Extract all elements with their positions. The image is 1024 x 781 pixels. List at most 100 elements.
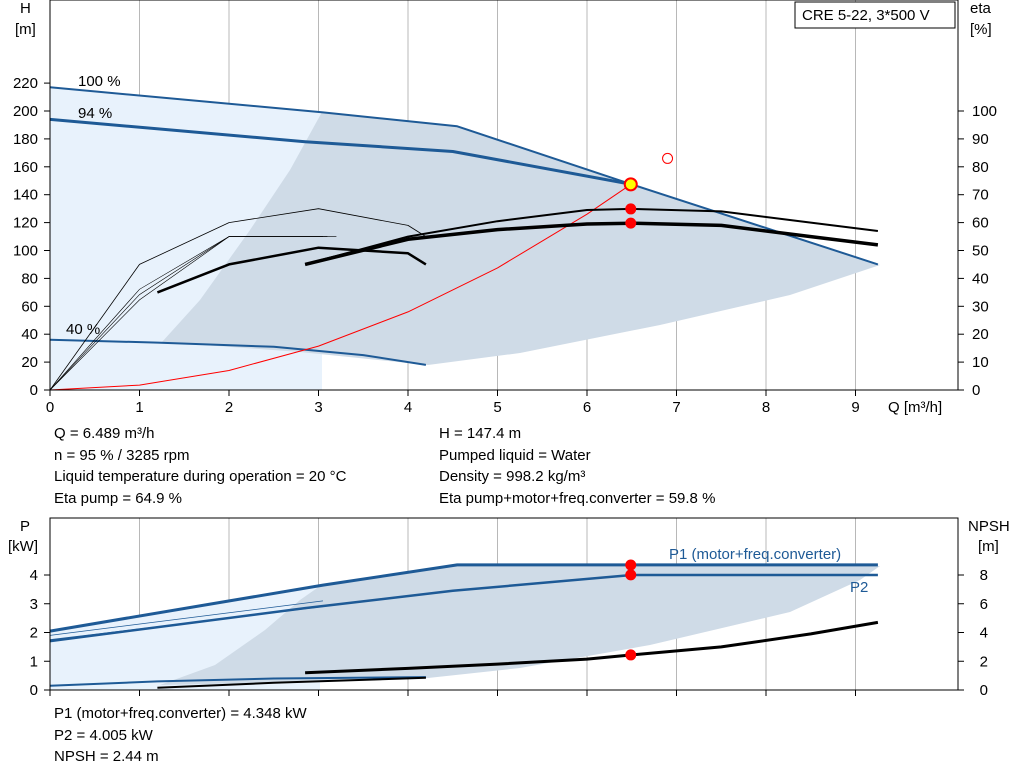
head-axis-ticks: 0 1 2 3 4 5 6 7 8 9020406080100120140160180200220…	[13, 75, 997, 416]
eta-duty-point-1	[625, 217, 637, 229]
power-axis-label: P	[20, 518, 30, 535]
head-duty-point	[623, 177, 638, 192]
power-partial-line-0	[49, 584, 324, 632]
power-range-shaded	[160, 566, 880, 685]
x-tick-label: 7	[672, 399, 680, 416]
speed-label-94: 94 %	[78, 105, 112, 122]
legend-p2: P2	[850, 579, 868, 596]
series-line-eta-pump-reduced	[156, 246, 427, 294]
power-axis-unit: [kW]	[8, 538, 38, 555]
eta-axis-unit: [%]	[970, 21, 992, 38]
y2-tick-label: 100	[972, 103, 997, 120]
x-tick-label: 1	[135, 399, 143, 416]
info-p1: P1 (motor+freq.converter) = 4.348 kW	[54, 705, 307, 722]
power-partial-line-1	[49, 600, 324, 636]
x-tick-label: 0	[46, 399, 54, 416]
y2-tick-label: 30	[972, 298, 989, 315]
y2-tick-label: 2	[980, 653, 988, 670]
x-tick-label: 6	[583, 399, 591, 416]
y2-tick-label: 40	[972, 270, 989, 287]
y-tick-label: 0	[30, 382, 38, 399]
y2-tick-label: 50	[972, 243, 989, 260]
y-tick-label: 0	[30, 682, 38, 699]
x-tick-label: 4	[404, 399, 412, 416]
info-head: H = 147.4 m	[439, 425, 522, 442]
head-plot-frame	[49, 0, 959, 391]
head-chart: 0 1 2 3 4 5 6 7 8 9020406080100120140160180200220…	[13, 0, 997, 416]
head-series	[49, 86, 879, 391]
y-tick-label: 180	[13, 131, 38, 148]
power-series	[49, 559, 879, 689]
speed-label-40: 40 %	[66, 321, 100, 338]
info-left: Q = 6.489 m³/h n = 95 % / 3285 rpm Liqui…	[54, 423, 346, 509]
y2-tick-label: 0	[980, 682, 988, 699]
info-right: H = 147.4 m Pumped liquid = Water Densit…	[439, 423, 715, 509]
model-label: CRE 5-22, 3*500 V	[802, 7, 930, 24]
open-marker	[662, 152, 674, 164]
y-tick-label: 220	[13, 75, 38, 92]
series-line-system-curve	[49, 183, 632, 391]
y-tick-label: 20	[21, 354, 38, 371]
info-power: P1 (motor+freq.converter) = 4.348 kW P2 …	[54, 703, 307, 768]
y-tick-label: 120	[13, 215, 38, 232]
npsh-axis-unit: [m]	[978, 538, 999, 555]
info-eta-total: Eta pump+motor+freq.converter = 59.8 %	[439, 489, 716, 507]
series-line-eta-total	[304, 221, 879, 267]
head-axis-unit: [m]	[15, 21, 36, 38]
y-tick-label: 200	[13, 103, 38, 120]
y2-tick-label: 80	[972, 159, 989, 176]
series-line-eta-pump	[304, 207, 879, 266]
y2-tick-label: 70	[972, 187, 989, 204]
x-tick-label: 8	[762, 399, 770, 416]
flow-axis-label: Q [m³/h]	[888, 399, 942, 416]
series-line-power-reduced	[49, 676, 426, 687]
info-eta-pump: Eta pump = 64.9 %	[54, 489, 182, 507]
power-duty-point-2	[625, 649, 637, 661]
y-tick-label: 100	[13, 243, 38, 260]
y2-tick-label: 8	[980, 567, 988, 584]
y2-tick-label: 10	[972, 354, 989, 371]
legend-p1: P1 (motor+freq.converter)	[669, 546, 841, 563]
x-tick-label: 3	[314, 399, 322, 416]
eta-axis-label: eta	[970, 0, 992, 17]
info-flow: Q = 6.489 m³/h	[54, 425, 155, 442]
power-plot-frame	[49, 517, 959, 691]
x-tick-label: 9	[851, 399, 859, 416]
series-line-npsh	[305, 620, 879, 675]
y2-tick-label: 90	[972, 131, 989, 148]
y-tick-label: 3	[30, 596, 38, 613]
x-tick-label: 5	[493, 399, 501, 416]
info-speed: n = 95 % / 3285 rpm	[54, 446, 190, 464]
y-tick-label: 80	[21, 270, 38, 287]
model-label-box	[794, 1, 956, 29]
info-npsh: NPSH = 2.44 m	[54, 748, 159, 765]
y-tick-label: 140	[13, 187, 38, 204]
power-chart: 0 1 2 3 4 0 2 4 6 8 P [kW] NPSH [m] P1 (motor+fre…	[8, 517, 1010, 699]
series-line-npsh-reduced	[157, 676, 426, 689]
power-duty-point-1	[625, 569, 637, 581]
series-line-head-40	[49, 338, 427, 366]
y-tick-label: 160	[13, 159, 38, 176]
y-tick-label: 1	[30, 653, 38, 670]
power-axis-ticks: 0 1 2 3 4 0 2 4 6 8	[30, 567, 988, 699]
y-tick-label: 40	[21, 326, 38, 343]
info-liquid-temp: Liquid temperature during operation = 20…	[54, 468, 347, 485]
series-line-eta-arc	[49, 208, 427, 391]
x-tick-label: 2	[225, 399, 233, 416]
power-duty-point-0	[625, 559, 637, 571]
y-tick-label: 2	[30, 625, 38, 642]
operating-range-shaded	[162, 112, 880, 365]
series-line-head-94	[49, 117, 633, 186]
speed-label-100: 100 %	[78, 73, 121, 90]
info-p2: P2 = 4.005 kW	[54, 726, 153, 744]
power-partial-line-2	[49, 606, 324, 641]
info-pumped-liquid: Pumped liquid = Water	[439, 446, 591, 464]
y2-tick-label: 4	[980, 625, 988, 642]
y2-tick-label: 20	[972, 326, 989, 343]
y2-tick-label: 0	[972, 382, 980, 399]
npsh-axis-label: NPSH	[968, 518, 1010, 535]
y2-tick-label: 6	[980, 596, 988, 613]
series-line-partial-2	[49, 236, 323, 391]
eta-duty-point-0	[625, 203, 637, 215]
